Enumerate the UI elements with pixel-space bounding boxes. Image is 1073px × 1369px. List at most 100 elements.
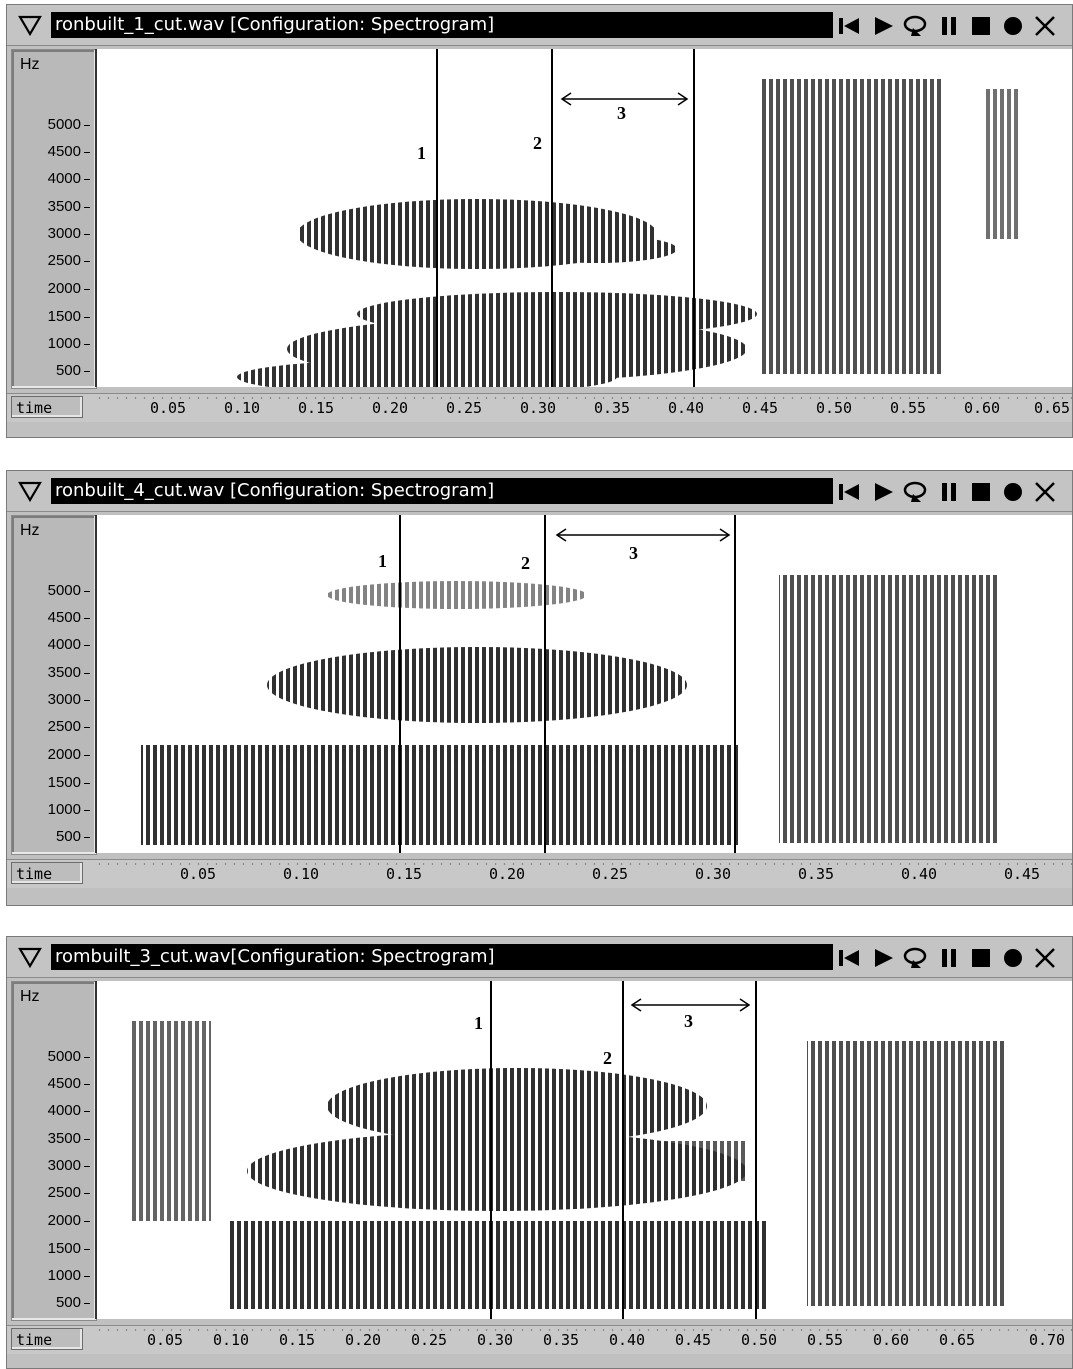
loop-play-icon[interactable] [903, 946, 927, 970]
time-tick: 0.20 [488, 865, 526, 883]
time-tick: 0.60 [963, 399, 1001, 417]
frequency-axis-label: Hz [20, 988, 40, 1005]
time-tick: 0.40 [667, 399, 705, 417]
time-tick: 0.15 [297, 399, 335, 417]
record-icon[interactable] [1001, 14, 1025, 38]
record-icon[interactable] [1001, 946, 1025, 970]
frequency-tick: 3500 [48, 198, 90, 215]
time-tick: 0.15 [278, 1331, 316, 1349]
pause-icon[interactable] [937, 946, 961, 970]
marker-1-label: 1 [417, 143, 426, 163]
time-ruler[interactable]: time 0.05 0.10 0.15 0.20 0.25 0.30 0.35 … [7, 393, 1072, 422]
time-tick: 0.05 [146, 1331, 184, 1349]
frequency-axis: Hz 5000 4500 4000 3500 3000 2500 2000 15… [11, 981, 97, 1321]
time-tick: 0.35 [593, 399, 631, 417]
record-icon[interactable] [1001, 480, 1025, 504]
skip-back-icon[interactable] [837, 14, 861, 38]
time-tick: 0.45 [674, 1331, 712, 1349]
time-ruler-dots [95, 396, 1072, 400]
time-tick: 0.45 [1003, 865, 1041, 883]
time-tick: 0.10 [282, 865, 320, 883]
window-title: ronbuilt_4_cut.wav [Configuration: Spect… [51, 478, 833, 504]
frequency-tick: 5000 [48, 116, 90, 133]
time-tick: 0.30 [694, 865, 732, 883]
time-ruler-label: time [11, 862, 83, 884]
time-tick: 0.30 [476, 1331, 514, 1349]
window-titlebar: rombuilt_3_cut.wav[Configuration: Spectr… [7, 937, 1072, 978]
time-ruler-dots [95, 862, 1072, 866]
window-title: ronbuilt_1_cut.wav [Configuration: Spect… [51, 12, 833, 38]
frequency-axis: Hz 5000 4500 4000 3500 3000 2500 2000 15… [11, 49, 97, 389]
spectrogram-window-1: ronbuilt_1_cut.wav [Configuration: Spect… [6, 4, 1073, 438]
play-icon[interactable] [871, 480, 895, 504]
time-tick: 0.50 [740, 1331, 778, 1349]
time-tick: 0.20 [344, 1331, 382, 1349]
close-icon[interactable] [1033, 14, 1057, 38]
time-tick: 0.65 [938, 1331, 976, 1349]
spectrogram-plot[interactable]: 1 2 3 [95, 49, 1072, 387]
spectrogram-plot[interactable]: 1 2 3 [95, 515, 1072, 853]
skip-back-icon[interactable] [837, 946, 861, 970]
frequency-tick: 4000 [48, 636, 90, 653]
frequency-tick: 3500 [48, 664, 90, 681]
time-tick: 0.50 [815, 399, 853, 417]
time-ruler-label: time [11, 1328, 83, 1350]
frequency-tick: 1500 [48, 1240, 90, 1257]
frequency-tick: 3000 [48, 691, 90, 708]
close-icon[interactable] [1033, 946, 1057, 970]
frequency-tick: 1000 [48, 801, 90, 818]
frequency-tick: 500 [56, 1294, 90, 1311]
frequency-tick: 4500 [48, 1075, 90, 1092]
loop-play-icon[interactable] [903, 14, 927, 38]
time-tick: 0.25 [591, 865, 629, 883]
time-tick: 0.10 [223, 399, 261, 417]
time-tick: 0.55 [806, 1331, 844, 1349]
time-tick: 0.65 [1033, 399, 1071, 417]
frequency-axis-label: Hz [20, 522, 40, 539]
time-tick: 0.60 [872, 1331, 910, 1349]
pause-icon[interactable] [937, 480, 961, 504]
time-tick: 0.45 [741, 399, 779, 417]
stop-icon[interactable] [969, 480, 993, 504]
play-icon[interactable] [871, 946, 895, 970]
loop-play-icon[interactable] [903, 480, 927, 504]
skip-back-icon[interactable] [837, 480, 861, 504]
spectrogram-window-3: rombuilt_3_cut.wav[Configuration: Spectr… [6, 936, 1073, 1369]
frequency-tick: 2500 [48, 1184, 90, 1201]
collapse-triangle-icon[interactable] [17, 12, 43, 38]
time-ruler[interactable]: time 0.05 0.10 0.15 0.20 0.25 0.30 0.35 … [7, 859, 1072, 888]
frequency-tick: 2500 [48, 252, 90, 269]
spectrogram-image: 1 2 3 [131, 981, 1007, 1319]
frequency-tick: 1500 [48, 308, 90, 325]
frequency-tick: 500 [56, 828, 90, 845]
frequency-tick: 4000 [48, 1102, 90, 1119]
spectrogram-plot[interactable]: 1 2 3 [95, 981, 1072, 1319]
time-tick: 0.30 [519, 399, 557, 417]
time-tick: 0.40 [900, 865, 938, 883]
time-tick: 0.20 [371, 399, 409, 417]
play-icon[interactable] [871, 14, 895, 38]
stop-icon[interactable] [969, 14, 993, 38]
collapse-triangle-icon[interactable] [17, 478, 43, 504]
time-tick: 0.35 [797, 865, 835, 883]
frequency-tick: 2000 [48, 746, 90, 763]
frequency-tick: 4000 [48, 170, 90, 187]
time-tick: 0.55 [889, 399, 927, 417]
time-tick: 0.35 [542, 1331, 580, 1349]
time-tick: 0.70 [1028, 1331, 1066, 1349]
marker-2-label: 2 [603, 1048, 612, 1068]
pause-icon[interactable] [937, 14, 961, 38]
spectrogram-image: 1 2 3 [141, 515, 999, 853]
frequency-tick: 4500 [48, 609, 90, 626]
marker-3-label: 3 [617, 103, 626, 123]
frequency-tick: 1000 [48, 1267, 90, 1284]
collapse-triangle-icon[interactable] [17, 944, 43, 970]
time-tick: 0.40 [608, 1331, 646, 1349]
spectrogram-image: 1 2 3 [237, 49, 1021, 387]
frequency-tick: 2000 [48, 1212, 90, 1229]
frequency-tick: 2500 [48, 718, 90, 735]
stop-icon[interactable] [969, 946, 993, 970]
time-ruler[interactable]: time 0.05 0.10 0.15 0.20 0.25 0.30 0.35 … [7, 1325, 1072, 1354]
time-tick: 0.05 [179, 865, 217, 883]
close-icon[interactable] [1033, 480, 1057, 504]
